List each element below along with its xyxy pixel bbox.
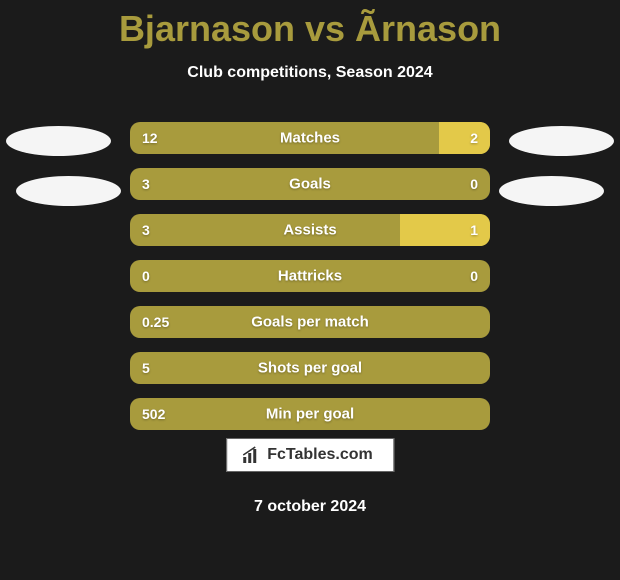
watermark: FcTables.com — [226, 438, 394, 472]
stat-row: Shots per goal 5 — [0, 352, 620, 384]
stat-label: Assists — [283, 222, 336, 239]
watermark-text: FcTables.com — [267, 446, 373, 464]
stat-label: Matches — [280, 130, 340, 147]
stat-row: Hattricks 0 0 — [0, 260, 620, 292]
chart-icon — [241, 445, 261, 465]
stat-bar-right-fill — [439, 122, 490, 154]
stat-label: Hattricks — [278, 268, 342, 285]
stat-value-right: 1 — [470, 222, 478, 238]
stat-bar: Min per goal 502 — [130, 398, 490, 430]
stat-value-left: 3 — [142, 176, 150, 192]
stat-row: Goals 3 0 — [0, 168, 620, 200]
stat-value-right: 0 — [470, 176, 478, 192]
stat-value-left: 12 — [142, 130, 158, 146]
stat-row: Goals per match 0.25 — [0, 306, 620, 338]
stat-value-left: 3 — [142, 222, 150, 238]
stat-bar: Assists 3 1 — [130, 214, 490, 246]
subtitle: Club competitions, Season 2024 — [0, 64, 620, 82]
stat-value-right: 2 — [470, 130, 478, 146]
stat-bar: Matches 12 2 — [130, 122, 490, 154]
stat-value-left: 0 — [142, 268, 150, 284]
stats-container: Matches122Goals30Assists31Hattricks00Goa… — [0, 122, 620, 430]
stat-label: Shots per goal — [258, 360, 362, 377]
stat-value-left: 5 — [142, 360, 150, 376]
stat-bar: Shots per goal 5 — [130, 352, 490, 384]
stat-row: Matches 12 2 — [0, 122, 620, 154]
stat-bar: Goals 3 0 — [130, 168, 490, 200]
stat-bar: Goals per match 0.25 — [130, 306, 490, 338]
stat-label: Goals — [289, 176, 331, 193]
stat-row: Min per goal 502 — [0, 398, 620, 430]
stat-row: Assists 3 1 — [0, 214, 620, 246]
stat-value-right: 0 — [470, 268, 478, 284]
stat-value-left: 502 — [142, 406, 165, 422]
stat-bar: Hattricks 0 0 — [130, 260, 490, 292]
stat-value-left: 0.25 — [142, 314, 169, 330]
page-title: Bjarnason vs Ãrnason — [0, 0, 620, 50]
date-label: 7 october 2024 — [254, 498, 366, 516]
stat-label: Min per goal — [266, 406, 354, 423]
stat-label: Goals per match — [251, 314, 369, 331]
